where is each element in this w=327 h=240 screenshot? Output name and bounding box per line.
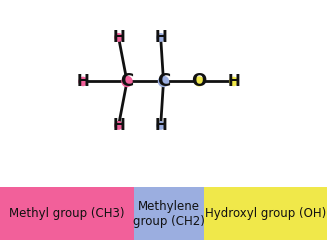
Text: H: H <box>112 30 125 45</box>
Circle shape <box>78 77 88 86</box>
Text: Methyl group (CH3): Methyl group (CH3) <box>9 207 125 220</box>
Text: H: H <box>77 74 89 89</box>
Circle shape <box>121 76 133 87</box>
Circle shape <box>114 121 123 130</box>
Text: Hydroxyl group (OH): Hydroxyl group (OH) <box>205 207 326 220</box>
Circle shape <box>194 76 204 87</box>
Text: O: O <box>191 72 207 90</box>
Circle shape <box>114 33 123 42</box>
Text: C: C <box>120 72 134 90</box>
Text: H: H <box>227 74 240 89</box>
Circle shape <box>156 121 165 130</box>
Circle shape <box>156 33 165 42</box>
Text: Methylene
group (CH2): Methylene group (CH2) <box>133 200 205 228</box>
Text: H: H <box>112 118 125 133</box>
Text: H: H <box>154 118 167 133</box>
FancyBboxPatch shape <box>134 187 204 240</box>
Circle shape <box>158 76 169 87</box>
Text: H: H <box>154 30 167 45</box>
FancyBboxPatch shape <box>204 187 327 240</box>
Text: C: C <box>157 72 170 90</box>
Circle shape <box>229 77 238 86</box>
FancyBboxPatch shape <box>0 187 134 240</box>
